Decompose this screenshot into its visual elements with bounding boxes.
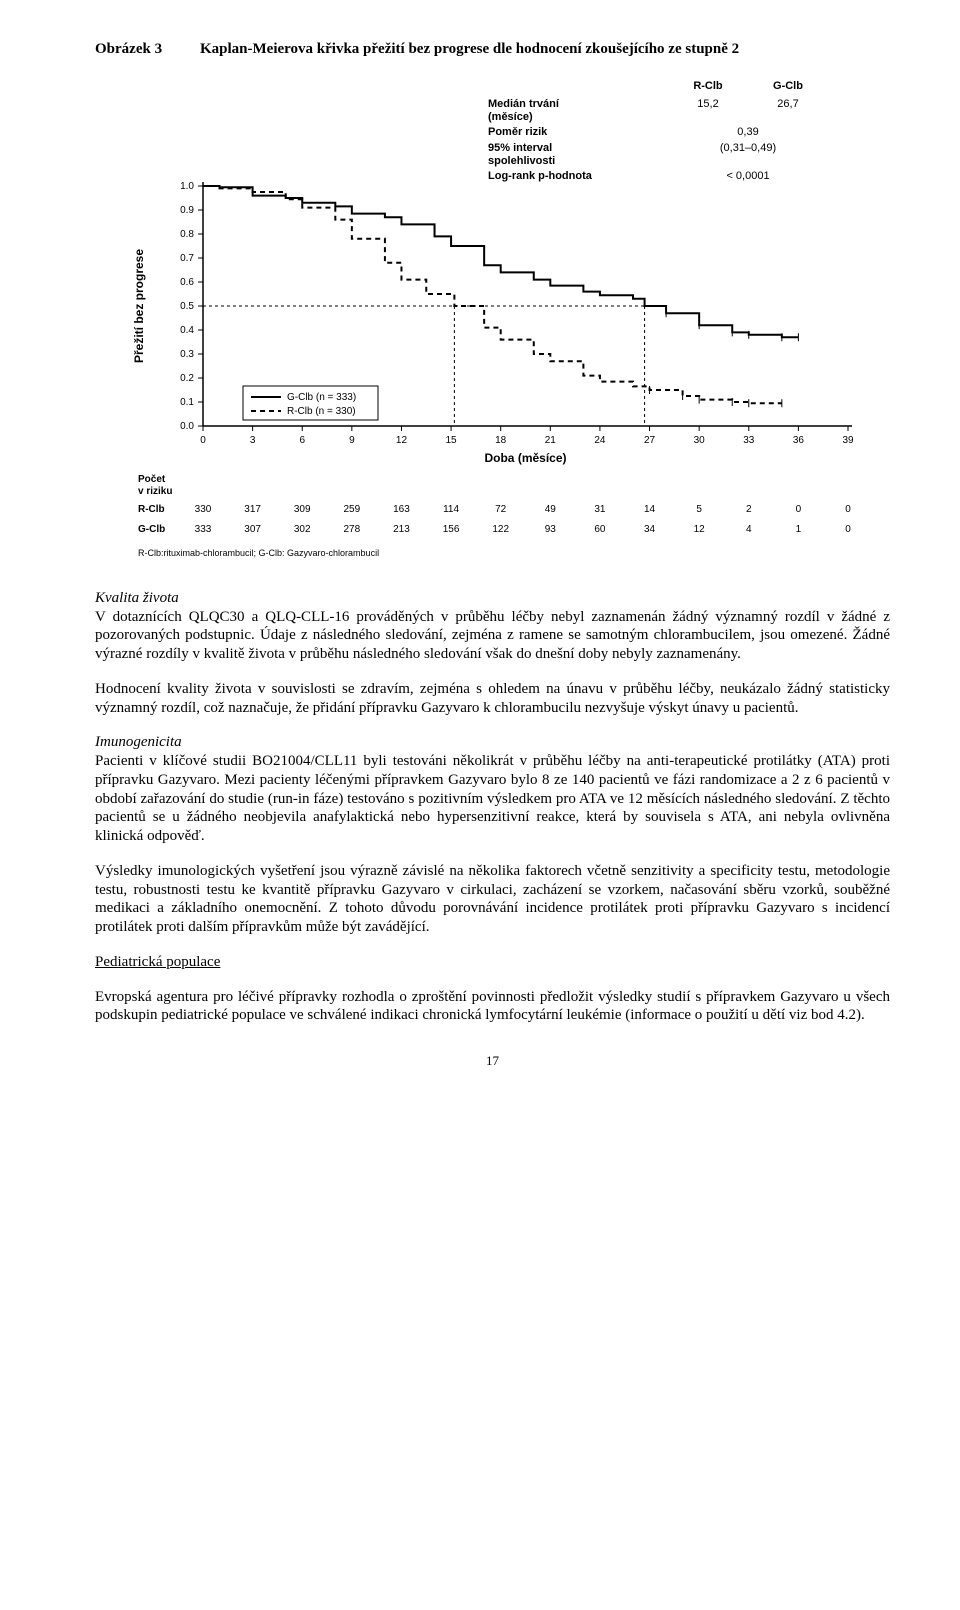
svg-text:14: 14 [643, 504, 655, 515]
svg-text:0.1: 0.1 [180, 397, 194, 408]
para-p5: Evropská agentura pro léčivé přípravky r… [95, 988, 890, 1026]
km-chart-svg: R-Clb G-Clb Medián trvání(měsíce) 15,2 26,7 P… [108, 71, 878, 571]
svg-text:9: 9 [349, 435, 355, 446]
svg-text:3: 3 [249, 435, 255, 446]
svg-text:6: 6 [299, 435, 305, 446]
svg-text:R-Clb (n = 330): R-Clb (n = 330) [287, 406, 356, 417]
svg-text:0: 0 [845, 524, 851, 535]
text-p3: Pacienti v klíčové studii BO21004/CLL11 … [95, 753, 890, 844]
para-immunogenicity: Imunogenicita Pacienti v klíčové studii … [95, 733, 890, 846]
svg-text:0.6: 0.6 [180, 277, 194, 288]
svg-text:4: 4 [745, 524, 751, 535]
svg-text:330: 330 [194, 504, 211, 515]
svg-text:33: 33 [743, 435, 755, 446]
svg-text:0.5: 0.5 [180, 301, 194, 312]
svg-text:0.3: 0.3 [180, 349, 194, 360]
svg-text:163: 163 [393, 504, 410, 515]
svg-text:18: 18 [495, 435, 507, 446]
figure-label: Obrázek 3 [95, 40, 200, 59]
svg-text:213: 213 [393, 524, 410, 535]
svg-text:0: 0 [795, 504, 801, 515]
svg-text:0.4: 0.4 [180, 325, 194, 336]
svg-text:R-Clb:rituximab-chlorambucil;: R-Clb:rituximab-chlorambucil; G-Clb: Gaz… [138, 548, 379, 558]
svg-text:259: 259 [343, 504, 360, 515]
svg-text:spolehlivosti: spolehlivosti [488, 155, 555, 167]
svg-text:30: 30 [693, 435, 705, 446]
text-p2: Hodnocení kvality života v souvislosti s… [95, 681, 890, 716]
figure-header: Obrázek 3 Kaplan-Meierova křivka přežití… [95, 40, 890, 59]
heading-immunogenicity: Imunogenicita [95, 734, 182, 750]
svg-text:122: 122 [492, 524, 509, 535]
svg-text:Log-rank p-hodnota: Log-rank p-hodnota [488, 170, 593, 182]
svg-text:0,39: 0,39 [737, 126, 758, 138]
svg-text:36: 36 [792, 435, 804, 446]
figure-title: Kaplan-Meierova křivka přežití bez progr… [200, 40, 739, 59]
svg-text:114: 114 [443, 504, 459, 515]
svg-text:G-Clb: G-Clb [773, 80, 803, 92]
svg-text:309: 309 [293, 504, 310, 515]
svg-text:G-Clb: G-Clb [138, 524, 165, 535]
svg-text:12: 12 [693, 524, 705, 535]
svg-text:278: 278 [343, 524, 360, 535]
svg-text:93: 93 [544, 524, 556, 535]
heading-quality-of-life: Kvalita života [95, 590, 179, 606]
para-quality-of-life: Kvalita života V dotaznících QLQC30 a QL… [95, 589, 890, 664]
heading-pediatric: Pediatrická populace [95, 954, 220, 970]
svg-text:2: 2 [745, 504, 751, 515]
svg-text:0.9: 0.9 [180, 205, 194, 216]
svg-text:(měsíce): (měsíce) [488, 111, 533, 123]
svg-text:0.7: 0.7 [180, 253, 194, 264]
svg-text:15: 15 [445, 435, 457, 446]
svg-text:21: 21 [544, 435, 556, 446]
svg-text:0.0: 0.0 [180, 421, 194, 432]
svg-text:Přežití bez progrese: Přežití bez progrese [132, 248, 146, 362]
svg-text:49: 49 [544, 504, 556, 515]
svg-text:60: 60 [594, 524, 606, 535]
svg-text:< 0,0001: < 0,0001 [726, 170, 769, 182]
svg-text:31: 31 [594, 504, 606, 515]
svg-text:1: 1 [795, 524, 801, 535]
svg-text:G-Clb (n = 333): G-Clb (n = 333) [287, 392, 356, 403]
svg-text:0: 0 [200, 435, 206, 446]
text-p4: Výsledky imunologických vyšetření jsou v… [95, 863, 890, 935]
svg-text:26,7: 26,7 [777, 98, 798, 110]
text-p1: V dotaznících QLQC30 a QLQ-CLL-16 provád… [95, 609, 890, 663]
svg-text:Medián trvání: Medián trvání [488, 98, 560, 110]
svg-text:0: 0 [845, 504, 851, 515]
svg-text:72: 72 [495, 504, 507, 515]
svg-text:0.8: 0.8 [180, 229, 194, 240]
svg-text:12: 12 [395, 435, 407, 446]
svg-text:1.0: 1.0 [180, 181, 194, 192]
para-p2: Hodnocení kvality života v souvislosti s… [95, 680, 890, 718]
svg-text:15,2: 15,2 [697, 98, 718, 110]
svg-text:5: 5 [696, 504, 702, 515]
para-pediatric-heading: Pediatrická populace [95, 953, 890, 972]
page-number: 17 [95, 1053, 890, 1069]
svg-text:R-Clb: R-Clb [693, 80, 723, 92]
svg-text:R-Clb: R-Clb [138, 504, 165, 515]
svg-text:27: 27 [643, 435, 655, 446]
svg-text:317: 317 [244, 504, 261, 515]
km-figure: R-Clb G-Clb Medián trvání(měsíce) 15,2 26,7 P… [95, 71, 890, 571]
svg-text:(0,31–0,49): (0,31–0,49) [719, 142, 775, 154]
svg-text:34: 34 [643, 524, 655, 535]
svg-text:Počet: Počet [138, 474, 166, 485]
svg-text:302: 302 [293, 524, 310, 535]
svg-text:Doba (měsíce): Doba (měsíce) [484, 451, 566, 465]
svg-text:Poměr rizik: Poměr rizik [488, 126, 548, 138]
svg-text:95% interval: 95% interval [488, 142, 552, 154]
svg-text:0.2: 0.2 [180, 373, 194, 384]
svg-text:307: 307 [244, 524, 261, 535]
para-p4: Výsledky imunologických vyšetření jsou v… [95, 862, 890, 937]
svg-text:24: 24 [594, 435, 606, 446]
svg-text:39: 39 [842, 435, 854, 446]
svg-text:156: 156 [442, 524, 459, 535]
text-p5: Evropská agentura pro léčivé přípravky r… [95, 989, 890, 1024]
svg-text:v riziku: v riziku [138, 486, 172, 497]
svg-text:333: 333 [194, 524, 211, 535]
